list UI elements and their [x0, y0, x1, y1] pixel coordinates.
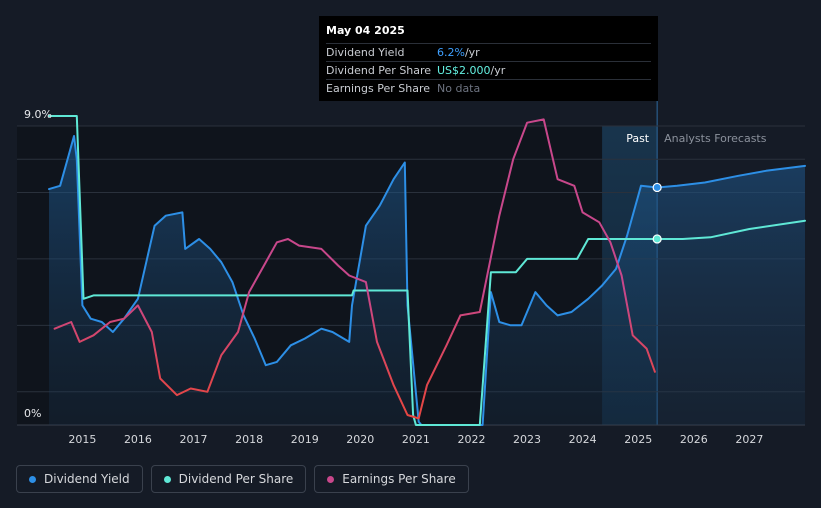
highlight-point	[652, 234, 662, 244]
x-tick-label: 2015	[68, 433, 96, 446]
x-tick-label: 2016	[124, 433, 152, 446]
x-tick-label: 2024	[569, 433, 597, 446]
x-tick-label: 2027	[735, 433, 763, 446]
tooltip-unit: /yr	[490, 64, 506, 77]
earnings-per-share-line	[53, 118, 656, 420]
dividend-per-share-line	[48, 115, 806, 426]
tooltip-label: Dividend Yield	[326, 46, 405, 59]
highlight-point	[652, 182, 662, 193]
legend-item-dividend-yield[interactable]: Dividend Yield	[16, 465, 143, 493]
x-tick-label: 2022	[457, 433, 485, 446]
tooltip-date: May 04 2025	[326, 24, 405, 37]
tooltip-value: 6.2%	[437, 46, 465, 59]
x-tick-label: 2025	[624, 433, 652, 446]
legend-label: Dividend Yield	[44, 472, 130, 486]
tooltip-value: US$2.000	[437, 64, 491, 77]
past-label: Past	[626, 132, 650, 145]
tooltip-unit: /yr	[464, 46, 480, 59]
y-axis-top-label: 9.0%	[24, 108, 52, 121]
x-tick-label: 2020	[346, 433, 374, 446]
tooltip-value: No data	[437, 82, 481, 95]
legend-label: Earnings Per Share	[342, 472, 456, 486]
tooltip-label: Earnings Per Share	[326, 82, 431, 95]
tooltip-label: Dividend Per Share	[326, 64, 432, 77]
x-tick-label: 2017	[180, 433, 208, 446]
dividend-yield-area	[49, 136, 805, 425]
x-tick-label: 2018	[235, 433, 263, 446]
forecast-label: Analysts Forecasts	[664, 132, 767, 145]
legend-dot-icon	[327, 475, 335, 483]
x-tick-label: 2023	[513, 433, 541, 446]
legend-dot-icon	[163, 475, 171, 483]
y-axis-bottom-label: 0%	[24, 407, 41, 420]
tooltip-row-dividend-per-share: Dividend Per Share US$2.000 /yr	[326, 61, 651, 79]
legend-item-dividend-per-share[interactable]: Dividend Per Share	[150, 465, 307, 493]
legend-dot-icon	[29, 475, 36, 483]
x-tick-label: 2021	[402, 433, 430, 446]
legend: Dividend Yield Dividend Per Share Earnin…	[16, 465, 469, 493]
x-tick-label: 2026	[680, 433, 708, 446]
x-tick-label: 2019	[291, 433, 319, 446]
tooltip-row-dividend-yield: Dividend Yield 6.2% /yr	[326, 43, 651, 61]
legend-item-earnings-per-share[interactable]: Earnings Per Share	[314, 465, 469, 493]
tooltip: May 04 2025 Dividend Yield 6.2% /yr Divi…	[319, 16, 658, 101]
tooltip-row-earnings-per-share: Earnings Per Share No data	[326, 79, 651, 97]
legend-label: Dividend Per Share	[178, 472, 294, 486]
